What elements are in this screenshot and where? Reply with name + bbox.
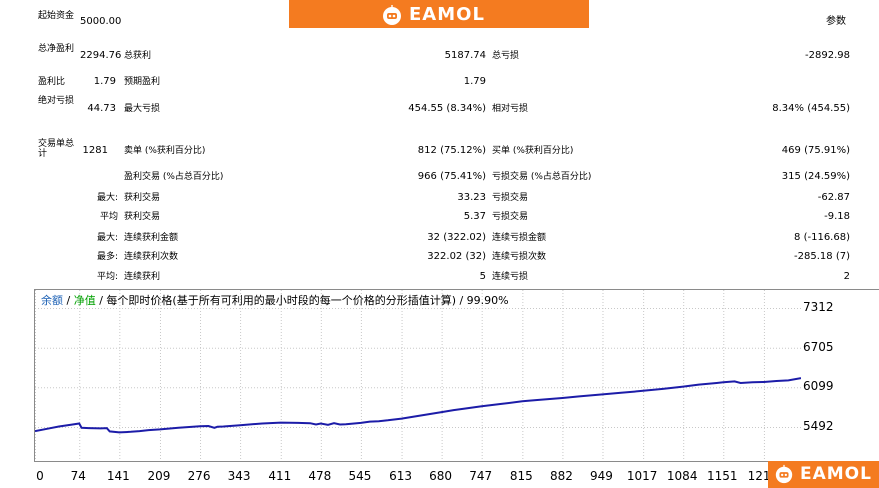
robot-logo-icon xyxy=(383,4,401,25)
largest-profit-trade-value: 33.23 xyxy=(457,192,486,203)
most-prefix: 最多: xyxy=(96,252,118,262)
long-positions-label: 买单 (%获利百分比) xyxy=(492,146,574,156)
x-tick-label: 949 xyxy=(590,469,613,483)
footer-brand-logo-text: EAMOL xyxy=(800,464,872,484)
x-tick-label: 209 xyxy=(147,469,171,483)
brand-banner: EAMOL xyxy=(289,0,589,28)
average-consecutive-losses-label: 连续亏损 xyxy=(492,272,529,282)
max-consecutive-wins-amount-value: 32 (322.02) xyxy=(427,232,486,243)
absolute-drawdown-label: 绝对亏损 xyxy=(38,96,75,106)
footer-brand-banner: EAMOL xyxy=(768,461,879,488)
gross-loss-value: -2892.98 xyxy=(805,50,850,61)
average-prefix: 平均 xyxy=(99,212,118,222)
average-consecutive-wins-label: 连续获利 xyxy=(124,272,161,282)
initial-deposit-value: 5000.00 xyxy=(80,16,122,27)
average-consecutive-losses-value: 2 xyxy=(843,271,850,282)
profit-factor-value: 1.79 xyxy=(93,76,116,87)
average-profit-trade-label: 获利交易 xyxy=(124,212,161,222)
x-tick-label: 815 xyxy=(509,469,533,483)
caption-balance-label: 余额 xyxy=(41,294,63,307)
y-tick-label: 6705 xyxy=(803,339,834,354)
x-tick-label: 747 xyxy=(469,469,493,483)
gross-profit-value: 5187.74 xyxy=(444,50,486,61)
profit-factor-label: 盈利比 xyxy=(38,77,66,87)
relative-drawdown-value: 8.34% (454.55) xyxy=(772,103,850,114)
x-tick-label: 680 xyxy=(429,469,453,483)
x-tick-label: 545 xyxy=(348,469,372,483)
max-drawdown-label: 最大亏损 xyxy=(124,104,161,114)
max-drawdown-value: 454.55 (8.34%) xyxy=(408,103,486,114)
short-positions-value: 812 (75.12%) xyxy=(417,145,486,156)
equity-chart: 余额 / 净值 / 每个即时价格(基于所有可利用的最小时段的每一个价格的分形插值… xyxy=(34,289,879,462)
footer-brand-logo: EAMOL xyxy=(774,464,872,484)
short-positions-label: 卖单 (%获利百分比) xyxy=(124,146,206,156)
balance-series-line xyxy=(35,377,801,434)
average-profit-trade-value: 5.37 xyxy=(463,211,486,222)
x-tick-label: 276 xyxy=(187,469,211,483)
expected-payoff-label: 预期盈利 xyxy=(124,77,161,87)
average-loss-trade-label: 亏损交易 xyxy=(492,212,529,222)
net-profit-value: 2294.76 xyxy=(80,50,122,61)
brand-logo: EAMOL xyxy=(381,4,485,25)
y-tick-label: 7312 xyxy=(803,300,834,314)
max-consecutive-losses-amount-label: 连续亏损金额 xyxy=(492,233,547,243)
largest-loss-trade-label: 亏损交易 xyxy=(492,193,529,203)
long-positions-value: 469 (75.91%) xyxy=(781,145,850,156)
param-label: 参数 xyxy=(826,16,846,27)
x-tick-label: 411 xyxy=(268,469,292,483)
max-consecutive-wins-amount-label: 连续获利金额 xyxy=(124,233,179,243)
caption-equity-label: 净值 xyxy=(73,294,96,307)
gross-profit-label: 总获利 xyxy=(124,51,152,61)
x-tick-label: 74 xyxy=(70,469,86,483)
x-tick-label: 478 xyxy=(308,469,332,483)
x-tick-label: 1151 xyxy=(706,469,738,483)
expected-payoff-value: 1.79 xyxy=(463,76,486,87)
robot-logo-icon xyxy=(775,464,793,484)
max-consecutive-losses-count-value: -285.18 (7) xyxy=(794,251,850,262)
loss-trades-label: 亏损交易 (%占总百分比) xyxy=(492,172,592,182)
maximum-prefix: 最大: xyxy=(96,233,118,243)
max-consecutive-losses-count-label: 连续亏损次数 xyxy=(492,252,547,262)
average-consecutive-prefix: 平均: xyxy=(96,272,118,282)
x-tick-label: 613 xyxy=(389,469,412,483)
initial-deposit-label: 起始资金 xyxy=(38,11,75,21)
gross-loss-label: 总亏损 xyxy=(492,51,520,61)
x-tick-label: 1017 xyxy=(626,469,658,483)
x-tick-label: 343 xyxy=(227,469,251,483)
largest-profit-trade-label: 获利交易 xyxy=(124,193,161,203)
y-tick-label: 5492 xyxy=(803,419,834,433)
average-consecutive-wins-value: 5 xyxy=(479,271,486,282)
relative-drawdown-label: 相对亏损 xyxy=(492,104,529,114)
chart-caption: 余额 / 净值 / 每个即时价格(基于所有可利用的最小时段的每一个价格的分形插值… xyxy=(41,294,509,307)
total-trades-label: 交易单总计 xyxy=(38,139,75,159)
profit-trades-value: 966 (75.41%) xyxy=(417,171,486,182)
x-tick-label: 0 xyxy=(36,469,44,483)
total-trades-value: 1281 xyxy=(82,145,108,156)
largest-prefix: 最大: xyxy=(96,193,118,203)
net-profit-label: 总净盈利 xyxy=(38,44,75,54)
largest-loss-trade-value: -62.87 xyxy=(817,192,850,203)
max-consecutive-losses-amount-value: 8 (-116.68) xyxy=(794,232,850,243)
x-tick-label: 1084 xyxy=(666,469,698,483)
profit-trades-label: 盈利交易 (%占总百分比) xyxy=(124,172,224,182)
loss-trades-value: 315 (24.59%) xyxy=(781,171,850,182)
y-tick-label: 6099 xyxy=(803,379,834,394)
absolute-drawdown-value: 44.73 xyxy=(87,103,116,114)
caption-separator: / xyxy=(63,294,74,307)
x-tick-label: 141 xyxy=(106,469,130,483)
chart-plot-area xyxy=(35,290,801,461)
caption-description: / 每个即时价格(基于所有可利用的最小时段的每一个价格的分形插值计算) / 99… xyxy=(95,294,509,307)
max-consecutive-wins-count-value: 322.02 (32) xyxy=(427,251,486,262)
max-consecutive-wins-count-label: 连续获利次数 xyxy=(124,252,179,262)
average-loss-trade-value: -9.18 xyxy=(824,211,850,222)
x-tick-label: 882 xyxy=(549,469,573,483)
brand-logo-text: EAMOL xyxy=(409,4,485,25)
